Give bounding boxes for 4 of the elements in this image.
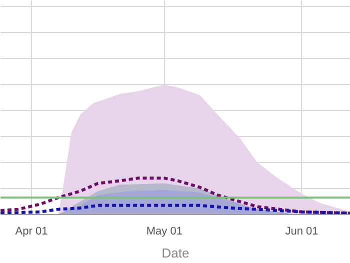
x-tick-label: Jun 01 bbox=[285, 226, 318, 238]
x-axis-title: Date bbox=[162, 246, 190, 260]
x-tick-label: May 01 bbox=[146, 226, 182, 238]
x-tick-label: Apr 01 bbox=[15, 226, 48, 238]
